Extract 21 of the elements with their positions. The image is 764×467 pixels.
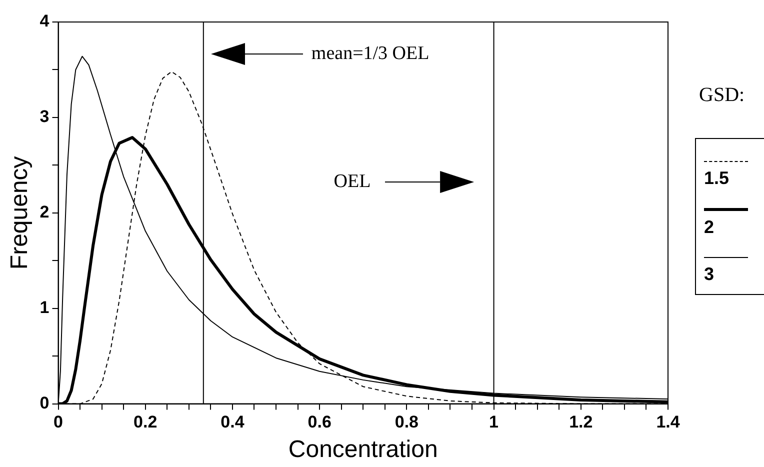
- legend-title: GSD:: [699, 84, 745, 107]
- x-tick-label: 0: [54, 412, 63, 432]
- annotation: OEL: [334, 170, 371, 192]
- x-tick-label: 1.4: [656, 412, 680, 432]
- x-tick-label: 0.8: [394, 412, 418, 432]
- x-tick-label: 1: [489, 412, 499, 432]
- x-tick-label: 0.6: [308, 412, 332, 432]
- x-tick-label: 0.2: [134, 412, 158, 432]
- annotation: mean=1/3 OEL: [311, 42, 430, 64]
- x-tick-label: 0.4: [220, 412, 245, 432]
- y-axis-title: Frequency: [6, 156, 34, 270]
- legend-label: 2: [704, 217, 716, 239]
- y-tick-label: 4: [40, 12, 50, 31]
- y-tick-label: 1: [40, 298, 50, 318]
- y-tick-label: 0: [40, 393, 50, 412]
- legend-label: 3: [704, 264, 716, 286]
- x-axis-title: Concentration: [288, 436, 438, 464]
- legend-label: 1.5: [704, 168, 730, 190]
- x-tick-label: 1.2: [569, 412, 593, 432]
- y-tick-label: 2: [40, 202, 50, 222]
- y-tick-label: 3: [40, 107, 50, 126]
